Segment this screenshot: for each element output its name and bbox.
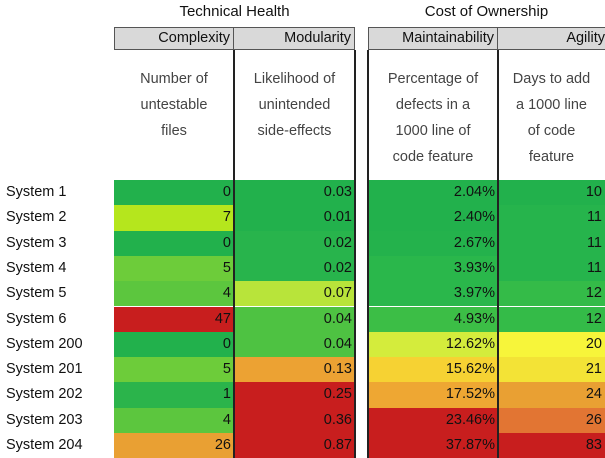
row-label: System 4 [6,259,67,276]
cell-modularity: 0.02 [234,230,355,256]
row-label: System 201 [6,361,83,378]
cell-complexity: 0 [114,180,234,206]
cell-maintainability: 37.87% [368,433,498,458]
cell-agility: 11 [498,205,605,231]
column-header-maintainability: Maintainability [368,27,498,50]
cell-agility: 11 [498,255,605,282]
cell-complexity: 0 [114,230,234,256]
row-label: System 6 [6,310,67,327]
row-label: System 203 [6,411,83,428]
cell-maintainability: 23.46% [368,407,498,433]
cell-maintainability: 2.67% [368,230,498,256]
cell-modularity: 0.36 [234,407,355,433]
cell-agility: 10 [498,180,605,206]
group-title-technical-health: Technical Health [179,3,290,20]
cell-modularity: 0.04 [234,331,355,358]
cell-maintainability: 12.62% [368,331,498,358]
divider-cost-left [367,50,369,458]
cell-modularity: 0.01 [234,205,355,231]
column-description-agility: Days to add a 1000 line of code feature [512,71,591,165]
column-description-modularity: Likelihood of unintended side-effects [253,71,336,139]
divider-maintainability-agility [497,50,499,458]
row-label: System 2 [6,209,67,226]
cell-maintainability: 17.52% [368,382,498,408]
cell-modularity: 0.03 [234,180,355,206]
column-header-modularity: Modularity [233,27,355,50]
divider-complexity-modularity [233,50,235,458]
cell-complexity: 4 [114,407,234,433]
cell-complexity: 5 [114,357,234,383]
divider-technical-right [354,50,356,458]
row-label: System 3 [6,234,67,251]
row-label: System 1 [6,184,67,200]
cell-complexity: 47 [114,306,234,332]
cell-agility: 12 [498,306,605,332]
cell-maintainability: 15.62% [368,357,498,383]
column-description-complexity: Number of untestable files [140,71,208,139]
cell-agility: 24 [498,382,605,408]
cell-complexity: 0 [114,331,234,358]
row-label: System 202 [6,386,83,403]
column-header-complexity: Complexity [114,27,234,50]
cell-maintainability: 4.93% [368,306,498,332]
row-label: System 204 [6,437,83,453]
cell-modularity: 0.07 [234,281,355,307]
cell-maintainability: 3.93% [368,255,498,282]
cell-agility: 12 [498,281,605,307]
cell-agility: 26 [498,407,605,433]
cell-agility: 21 [498,357,605,383]
cell-maintainability: 3.97% [368,281,498,307]
cell-complexity: 7 [114,205,234,231]
cell-complexity: 26 [114,433,234,458]
cell-modularity: 0.25 [234,382,355,408]
cell-complexity: 5 [114,255,234,282]
column-description-maintainability: Percentage of defects in a 1000 line of … [387,71,479,165]
cell-modularity: 0.04 [234,306,355,332]
cell-agility: 83 [498,433,605,458]
group-title-cost-of-ownership: Cost of Ownership [424,3,549,20]
cell-modularity: 0.87 [234,433,355,458]
cell-maintainability: 2.40% [368,205,498,231]
cell-agility: 20 [498,331,605,358]
row-label: System 5 [6,285,67,302]
cell-complexity: 4 [114,281,234,307]
cell-complexity: 1 [114,382,234,408]
cell-modularity: 0.13 [234,357,355,383]
cell-modularity: 0.02 [234,255,355,282]
row-label: System 200 [6,335,83,352]
column-header-agility: Agility [497,27,605,50]
cell-agility: 11 [498,230,605,256]
cell-maintainability: 2.04% [368,180,498,206]
